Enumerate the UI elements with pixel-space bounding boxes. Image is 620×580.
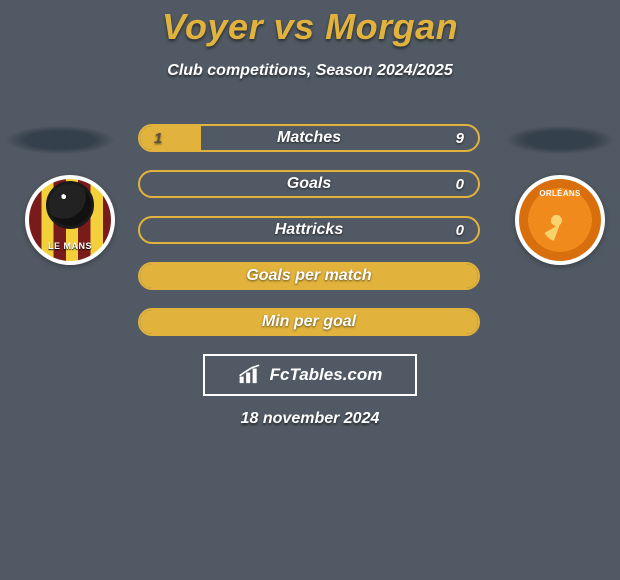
bar-label: Goals bbox=[140, 172, 478, 196]
stat-bar: Matches1 9 bbox=[138, 124, 480, 152]
page-title: Voyer vs Morgan bbox=[0, 0, 620, 48]
bar-value-right: 9 bbox=[456, 126, 464, 150]
bar-value-left: 1 bbox=[154, 126, 162, 150]
stat-bar: Hattricks0 bbox=[138, 216, 480, 244]
bar-value-right: 0 bbox=[456, 218, 464, 242]
stat-bar: Min per goal bbox=[138, 308, 480, 336]
subtitle: Club competitions, Season 2024/2025 bbox=[0, 62, 620, 80]
bar-label: Min per goal bbox=[140, 310, 478, 334]
bar-label: Matches bbox=[140, 126, 478, 150]
watermark: FcTables.com bbox=[203, 354, 417, 396]
club-crest-left bbox=[25, 175, 115, 265]
comparison-bars: Matches19Goals0Hattricks0Goals per match… bbox=[138, 124, 480, 354]
stat-bar: Goals0 bbox=[138, 170, 480, 198]
club-crest-right bbox=[515, 175, 605, 265]
bar-label: Goals per match bbox=[140, 264, 478, 288]
player-shadow-left bbox=[6, 126, 114, 154]
bar-label: Hattricks bbox=[140, 218, 478, 242]
bar-value-right: 0 bbox=[456, 172, 464, 196]
watermark-text: FcTables.com bbox=[270, 365, 383, 385]
player-shadow-right bbox=[506, 126, 614, 154]
bars-icon bbox=[238, 364, 264, 386]
date-label: 18 november 2024 bbox=[0, 410, 620, 428]
stat-bar: Goals per match bbox=[138, 262, 480, 290]
